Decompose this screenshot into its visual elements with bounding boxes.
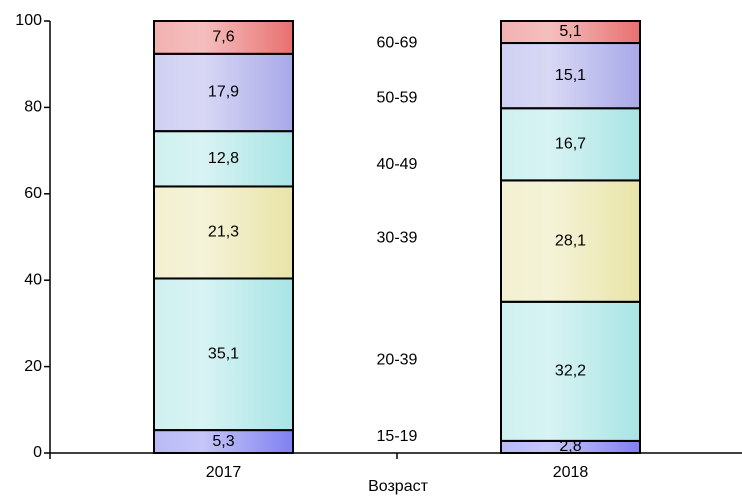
x-axis-label: Возраст bbox=[368, 478, 429, 495]
legend-label: 40-49 bbox=[377, 156, 418, 173]
data-label: 35,1 bbox=[208, 346, 239, 363]
bar-segment bbox=[153, 52, 294, 133]
legend-label: 50-59 bbox=[377, 90, 418, 107]
data-label: 7,6 bbox=[212, 29, 234, 46]
data-label: 5,3 bbox=[212, 433, 234, 450]
bar-segment bbox=[153, 20, 294, 55]
legend-label: 20-39 bbox=[377, 352, 418, 369]
bar-segment bbox=[500, 107, 641, 182]
y-tick-label: 0 bbox=[33, 444, 42, 461]
data-label: 2,8 bbox=[559, 438, 581, 455]
bar-segment bbox=[500, 179, 641, 303]
y-tick-label: 40 bbox=[24, 271, 42, 288]
data-label: 5,1 bbox=[559, 23, 581, 40]
y-tick-label: 60 bbox=[24, 185, 42, 202]
data-label: 12,8 bbox=[208, 150, 239, 167]
bar-segment bbox=[500, 20, 641, 45]
y-tick-label: 100 bbox=[15, 12, 42, 29]
data-label: 17,9 bbox=[208, 84, 239, 101]
x-tick-label: 2018 bbox=[553, 464, 589, 481]
y-tick-label: 80 bbox=[24, 99, 42, 116]
data-label: 32,2 bbox=[555, 363, 586, 380]
bar-segment bbox=[153, 185, 294, 280]
data-label: 15,1 bbox=[555, 67, 586, 84]
y-tick-label: 20 bbox=[24, 358, 42, 375]
data-label: 21,3 bbox=[208, 224, 239, 241]
legend-label: 15-19 bbox=[377, 428, 418, 445]
bar-segment bbox=[153, 277, 294, 432]
legend-label: 30-39 bbox=[377, 230, 418, 247]
x-tick-label: 2017 bbox=[206, 464, 242, 481]
data-label: 16,7 bbox=[555, 136, 586, 153]
legend-label: 60-69 bbox=[377, 35, 418, 52]
bar-segment bbox=[153, 130, 294, 188]
bar-segment bbox=[500, 300, 641, 442]
data-label: 28,1 bbox=[555, 232, 586, 249]
